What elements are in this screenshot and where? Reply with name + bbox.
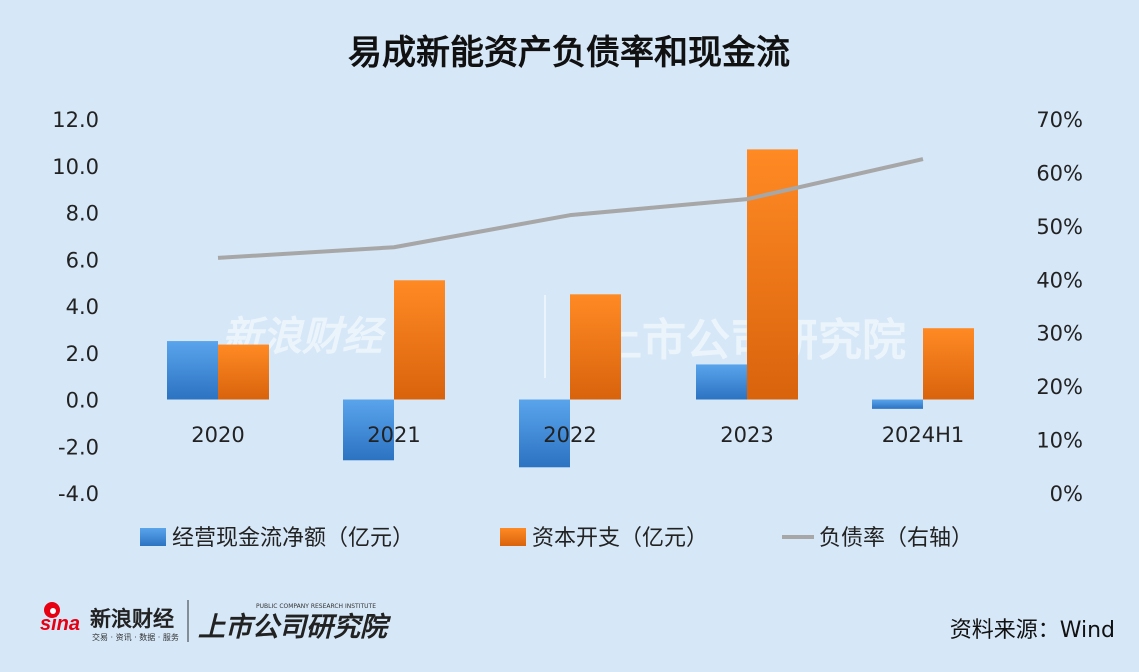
y-right-tick-label: 0%	[1050, 482, 1083, 506]
bar-capex	[747, 149, 798, 400]
x-category-label: 2024H1	[882, 423, 965, 447]
legend: 经营现金流净额（亿元） 资本开支（亿元） 负债率（右轴）	[140, 526, 973, 551]
y-left-tick-label: 12.0	[52, 108, 99, 132]
legend-swatch-capex	[500, 528, 526, 546]
sina-brand-sub: 交易 · 资讯 · 数据 · 服务	[92, 632, 179, 642]
bar-cashflow	[696, 364, 747, 400]
x-axis-categories: 2020 2021 2022 2023 2024H1	[191, 423, 964, 447]
y-axis-left: -4.0 -2.0 0.0 2.0 4.0 6.0 8.0 10.0 12.0	[52, 108, 99, 506]
data-source: 资料来源：Wind	[949, 618, 1115, 643]
x-category-label: 2022	[543, 423, 596, 447]
watermark: 新浪财经 上市公司研究院	[222, 295, 906, 378]
bar-capex	[923, 328, 974, 400]
y-left-tick-label: 2.0	[66, 342, 99, 366]
debt-ratio-line	[217, 157, 924, 260]
bar-capex	[570, 294, 621, 400]
y-left-tick-label: 10.0	[52, 155, 99, 179]
legend-debt-ratio: 负债率（右轴）	[819, 526, 973, 551]
bar-capex	[218, 344, 269, 400]
legend-cashflow: 经营现金流净额（亿元）	[172, 526, 414, 551]
y-right-tick-label: 10%	[1036, 429, 1083, 453]
y-right-tick-label: 70%	[1036, 108, 1083, 132]
chart-title: 易成新能资产负债率和现金流	[348, 33, 790, 73]
x-category-label: 2021	[367, 423, 420, 447]
y-right-tick-label: 30%	[1036, 322, 1083, 346]
y-left-tick-label: 8.0	[66, 202, 99, 226]
bar-cashflow	[167, 341, 218, 400]
legend-swatch-cashflow	[140, 528, 166, 546]
y-right-tick-label: 50%	[1036, 215, 1083, 239]
y-left-tick-label: 6.0	[66, 248, 99, 272]
y-right-tick-label: 60%	[1036, 161, 1083, 185]
y-right-tick-label: 20%	[1036, 375, 1083, 399]
y-right-tick-label: 40%	[1036, 268, 1083, 292]
legend-capex: 资本开支（亿元）	[532, 526, 708, 551]
footer-logo: sina 新浪财经 交易 · 资讯 · 数据 · 服务 PUBLIC COMPA…	[40, 600, 392, 643]
institute-sub: PUBLIC COMPANY RESEARCH INSTITUTE	[256, 603, 376, 610]
y-left-tick-label: -2.0	[58, 435, 99, 459]
bars	[167, 149, 974, 468]
svg-text:sina: sina	[40, 613, 80, 635]
sina-brand-text: 新浪财经	[90, 607, 174, 631]
x-category-label: 2023	[720, 423, 773, 447]
y-left-tick-label: 0.0	[66, 389, 99, 413]
y-left-tick-label: 4.0	[66, 295, 99, 319]
y-axis-right: 0% 10% 20% 30% 40% 50% 60% 70%	[1036, 108, 1083, 506]
bar-cashflow	[872, 399, 923, 409]
y-left-tick-label: -4.0	[58, 482, 99, 506]
x-category-label: 2020	[191, 423, 244, 447]
bar-cashflow	[343, 399, 394, 461]
institute-text: 上市公司研究院	[198, 612, 392, 643]
debt-ratio-polyline	[217, 157, 924, 260]
bar-capex	[394, 280, 445, 400]
bar-cashflow	[519, 399, 570, 468]
